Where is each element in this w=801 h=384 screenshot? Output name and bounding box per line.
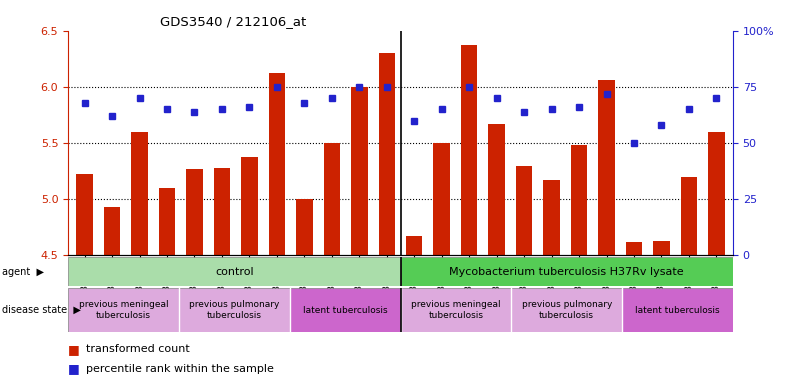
Bar [68, 288, 179, 332]
Bar [104, 207, 120, 384]
Bar [598, 80, 615, 384]
Bar [76, 174, 93, 384]
Bar [461, 45, 477, 384]
Bar [68, 257, 400, 286]
Bar [241, 157, 258, 384]
Bar [626, 242, 642, 384]
Bar [159, 188, 175, 384]
Text: latent tuberculosis: latent tuberculosis [303, 306, 388, 314]
Bar [324, 143, 340, 384]
Bar [186, 169, 203, 384]
Bar [622, 288, 733, 332]
Bar [708, 132, 725, 384]
Text: previous meningeal
tuberculosis: previous meningeal tuberculosis [411, 300, 501, 320]
Bar [511, 288, 622, 332]
Bar [351, 87, 368, 384]
Bar [179, 288, 290, 332]
Text: GDS3540 / 212106_at: GDS3540 / 212106_at [160, 15, 307, 28]
Text: previous pulmonary
tuberculosis: previous pulmonary tuberculosis [521, 300, 612, 320]
Text: percentile rank within the sample: percentile rank within the sample [86, 364, 274, 374]
Bar [400, 288, 511, 332]
Text: ■: ■ [68, 343, 80, 356]
Bar [400, 257, 733, 286]
Text: latent tuberculosis: latent tuberculosis [635, 306, 720, 314]
Bar [681, 177, 697, 384]
Bar [516, 166, 533, 384]
Bar [379, 53, 395, 384]
Bar [131, 132, 147, 384]
Text: Mycobacterium tuberculosis H37Rv lysate: Mycobacterium tuberculosis H37Rv lysate [449, 266, 684, 277]
Text: control: control [215, 266, 254, 277]
Bar [214, 168, 230, 384]
Text: disease state  ▶: disease state ▶ [2, 305, 80, 315]
Bar [296, 199, 312, 384]
Bar [433, 143, 450, 384]
Bar [268, 73, 285, 384]
Bar [489, 124, 505, 384]
Text: ■: ■ [68, 362, 80, 375]
Bar [290, 288, 400, 332]
Text: previous meningeal
tuberculosis: previous meningeal tuberculosis [78, 300, 168, 320]
Text: previous pulmonary
tuberculosis: previous pulmonary tuberculosis [189, 300, 280, 320]
Bar [571, 145, 587, 384]
Bar [406, 236, 422, 384]
Text: agent  ▶: agent ▶ [2, 266, 43, 277]
Bar [654, 241, 670, 384]
Bar [543, 180, 560, 384]
Text: transformed count: transformed count [86, 344, 190, 354]
